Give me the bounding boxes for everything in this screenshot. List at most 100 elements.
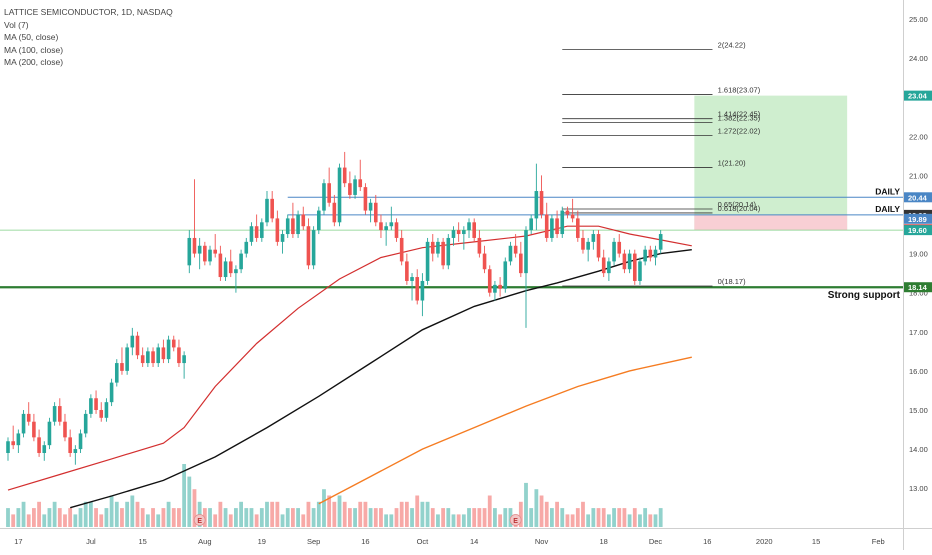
price-axis-panel [903,0,932,550]
volume-bar [581,501,585,527]
volume-bar [21,501,26,527]
candle-body [317,210,321,231]
volume-bar [358,501,363,527]
candle-body [68,437,72,453]
candle-body [275,218,280,242]
volume-bar [606,514,611,527]
volume-bar [88,501,93,527]
candle-body [487,269,492,293]
candle-body [327,183,331,203]
volume-bar [461,514,466,527]
volume-bar [622,508,627,527]
volume-bar [57,508,62,527]
candle-body [125,347,129,371]
time-axis-tick-label: 15 [139,537,147,546]
volume-bar [612,508,616,527]
legend-vol[interactable]: Vol (7) [4,19,29,30]
candle-body [171,339,176,348]
volume-bar [441,508,446,527]
price-label-text: 19.89 [908,215,927,224]
price-axis-tick-label: 24.00 [909,54,928,63]
candle-body [353,179,357,195]
price-label-box [904,225,932,236]
chart-legend: LATTICE SEMICONDUCTOR, 1D, NASDAQ Vol (7… [4,6,173,69]
candle-body [524,230,528,274]
candle-body [379,222,383,231]
time-axis-tick-label: 18 [600,537,608,546]
price-axis-tick-label: 15.00 [909,406,928,415]
fib-level-label: 1.382(22.35) [718,114,761,123]
volume-bar [565,514,570,527]
price-axis-tick-label: 17.00 [909,328,928,337]
candle-body [213,249,217,254]
candle-body [508,245,513,262]
volume-bar [311,508,316,527]
candle-body [415,277,420,301]
volume-bar [187,476,192,527]
legend-ma100[interactable]: MA (100, close) [4,44,64,55]
candle-body [21,413,26,434]
ma50-line [7,225,692,491]
volume-bar [83,501,88,527]
legend-ma200[interactable]: MA (200, close) [4,57,64,67]
volume-bar [135,501,140,527]
fib-level-label: 1.272(22.02) [718,127,761,136]
volume-bar [125,501,130,527]
volume-bar [192,489,197,527]
candle-body [254,226,259,238]
candle-body [529,218,533,231]
candle-body [446,237,451,266]
candle-body [296,214,300,235]
volume-bar [430,508,435,527]
candle-body [291,218,295,235]
candle-body [140,355,145,364]
candle-body [472,222,476,238]
candle-body [311,230,316,266]
volume-bar [451,514,456,527]
candle-body [285,218,290,235]
volume-bar [389,514,394,527]
volume-bar [244,508,249,527]
candle-body [596,234,601,258]
volume-bar [327,495,332,527]
candle-body [260,222,264,238]
volume-bar [591,508,596,527]
candle-body [348,183,352,195]
volume-bar [415,495,420,527]
candle-body [632,253,637,281]
candle-body [52,406,57,422]
candle-body [42,445,47,453]
legend-ma50[interactable]: MA (50, close) [4,32,59,42]
legend-symbol[interactable]: LATTICE SEMICONDUCTOR, 1D, NASDAQ [4,7,173,17]
fib-level-label: 1(21.20) [718,159,746,168]
volume-bar [332,501,337,527]
volume-bar [26,514,31,527]
volume-bar [534,489,539,527]
candle-body [477,237,482,254]
price-axis-tick-label: 16.00 [909,367,928,376]
volume-bar [524,482,528,527]
price-label-text: 19.60 [908,226,927,235]
candle-body [456,230,461,235]
candle-body [368,202,373,211]
volume-bar [570,514,575,527]
ma200-line [318,356,692,505]
candle-body [146,351,150,364]
candle-body [104,402,109,418]
volume-bar [166,501,171,527]
volume-bar [482,508,487,527]
time-axis-tick-label: 17 [14,537,22,546]
volume-bar [477,508,482,527]
volume-bar [47,508,52,527]
volume-bar [643,508,648,527]
candle-body [405,261,409,281]
volume-bar [373,508,378,527]
volume-bar [228,514,233,527]
candle-body [187,237,192,266]
candle-body [218,253,223,278]
candle-body [239,253,243,270]
price-label-text: 18.14 [908,283,928,292]
candle-body [565,210,570,215]
